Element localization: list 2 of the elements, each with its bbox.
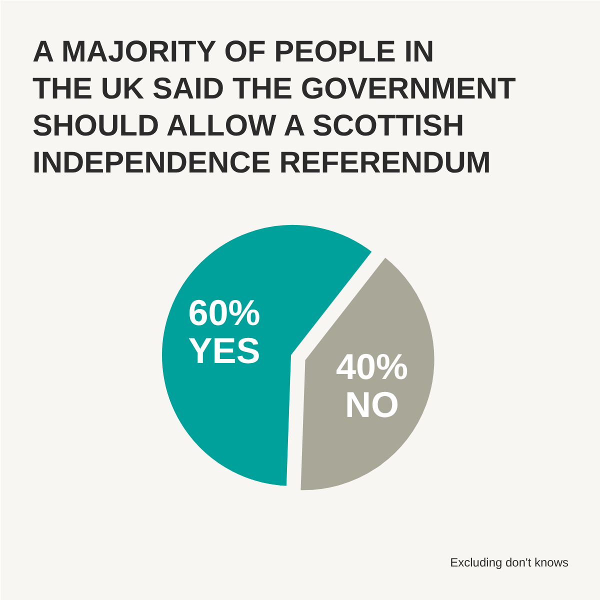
chart-title: A MAJORITY OF PEOPLE IN THE UK SAID THE GOVERNMENT SHOULD ALLOW A SCOTTISH INDEPENDENCE REFERENDUM — [32, 36, 516, 180]
text: Excluding don't knows — [450, 556, 568, 570]
